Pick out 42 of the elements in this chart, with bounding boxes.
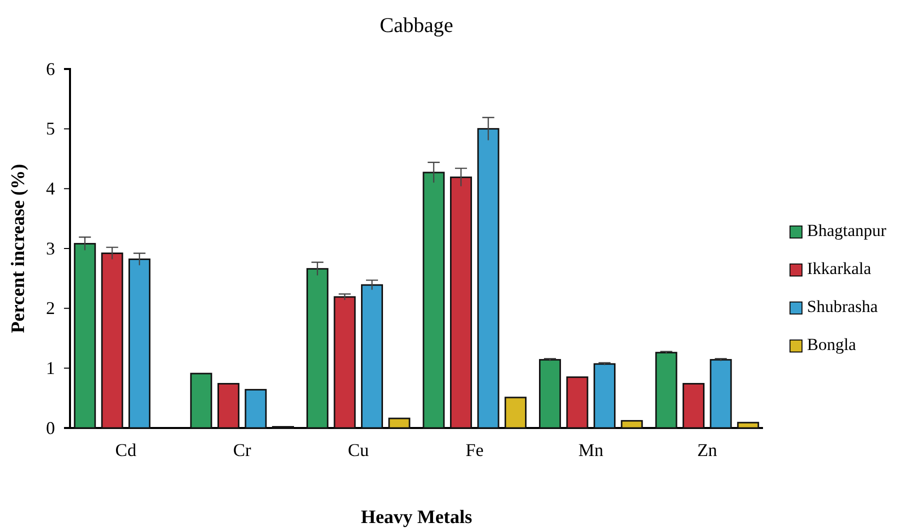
x-tick-label: Cd <box>115 440 136 460</box>
bar <box>504 396 527 429</box>
y-tick-label: 6 <box>46 58 55 79</box>
x-tick-label: Cu <box>348 440 369 460</box>
x-tick-label: Zn <box>697 440 718 460</box>
bar <box>388 418 410 429</box>
y-tick-label: 5 <box>46 118 55 139</box>
bar <box>539 359 561 429</box>
bar <box>361 284 383 429</box>
bar <box>655 352 678 429</box>
x-tick-label: Fe <box>466 440 484 460</box>
bar <box>244 388 267 429</box>
bar <box>682 382 705 429</box>
y-tick-label: 4 <box>46 178 55 198</box>
bar <box>334 296 356 429</box>
chart-title: Cabbage <box>380 13 454 37</box>
bar <box>620 420 643 429</box>
legend-label: Shubrasha <box>807 297 878 316</box>
y-tick-label: 2 <box>46 298 55 318</box>
x-tick-label: Cr <box>233 440 252 460</box>
bar <box>217 382 240 429</box>
bar <box>101 252 124 429</box>
legend-label: Bhagtanpur <box>807 221 887 240</box>
bar <box>306 268 328 429</box>
bar <box>128 258 150 429</box>
bar <box>422 172 445 429</box>
bar <box>566 376 588 429</box>
legend-label: Ikkarkala <box>807 259 872 278</box>
y-axis-title: Percent increase (%) <box>8 164 29 334</box>
bar <box>710 359 732 429</box>
bar <box>74 242 96 429</box>
y-tick-label: 1 <box>46 358 55 378</box>
y-tick-label: 3 <box>46 238 55 258</box>
bar <box>190 372 212 429</box>
bar <box>477 128 500 429</box>
bar <box>450 176 472 429</box>
legend-label: Bongla <box>807 335 857 354</box>
y-tick-label: 0 <box>46 418 55 438</box>
bar <box>737 422 760 429</box>
x-tick-label: Mn <box>578 440 604 460</box>
bar <box>594 363 616 429</box>
x-axis-title: Heavy Metals <box>360 507 472 528</box>
